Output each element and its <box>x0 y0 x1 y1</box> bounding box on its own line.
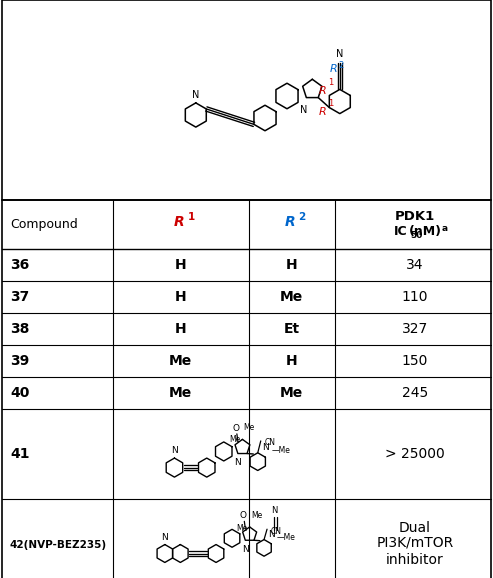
Text: R: R <box>318 87 326 97</box>
Text: 38: 38 <box>10 322 30 336</box>
Text: Me: Me <box>280 290 303 304</box>
Text: 1: 1 <box>188 212 195 221</box>
Text: H: H <box>175 290 186 304</box>
Text: N: N <box>171 446 178 455</box>
Text: 34: 34 <box>406 258 423 272</box>
Text: R: R <box>330 64 338 74</box>
Text: > 25000: > 25000 <box>385 447 445 461</box>
Text: 36: 36 <box>10 258 29 272</box>
Text: 245: 245 <box>402 386 428 400</box>
Text: Dual: Dual <box>399 521 431 535</box>
Text: 150: 150 <box>402 354 428 368</box>
Text: 39: 39 <box>10 354 29 368</box>
Text: H: H <box>286 258 297 272</box>
Text: N: N <box>336 49 344 59</box>
Text: N: N <box>234 458 241 467</box>
Text: PI3K/mTOR: PI3K/mTOR <box>376 535 454 550</box>
Text: N: N <box>300 105 308 116</box>
Text: Et: Et <box>283 322 300 336</box>
Text: 50: 50 <box>410 231 423 240</box>
Text: N: N <box>262 443 269 452</box>
Text: O: O <box>240 512 247 520</box>
Text: R: R <box>318 106 326 117</box>
Text: R: R <box>284 214 295 228</box>
Text: —Me: —Me <box>272 446 291 455</box>
Text: 110: 110 <box>402 290 428 304</box>
Text: Me: Me <box>169 354 192 368</box>
Text: Me: Me <box>251 511 263 520</box>
Text: 1: 1 <box>328 99 334 108</box>
Text: N: N <box>242 545 248 554</box>
Text: (nM): (nM) <box>408 225 441 238</box>
Text: N: N <box>192 90 200 100</box>
Text: CN: CN <box>271 527 282 536</box>
Text: Me: Me <box>243 423 254 432</box>
Text: R: R <box>174 214 184 228</box>
Text: Me: Me <box>169 386 192 400</box>
Text: a: a <box>442 224 448 233</box>
Text: 37: 37 <box>10 290 29 304</box>
Text: Me: Me <box>230 435 241 444</box>
Text: 327: 327 <box>402 322 428 336</box>
Text: 1: 1 <box>328 79 334 87</box>
Text: PDK1: PDK1 <box>395 210 435 223</box>
Text: N: N <box>268 530 275 539</box>
Text: CN: CN <box>265 438 276 447</box>
Text: O: O <box>232 424 240 433</box>
Text: H: H <box>175 322 186 336</box>
Text: inhibitor: inhibitor <box>386 553 444 566</box>
Text: 2: 2 <box>338 61 343 71</box>
Text: H: H <box>286 354 297 368</box>
Text: Me: Me <box>236 524 247 533</box>
Text: Me: Me <box>280 386 303 400</box>
Text: 40: 40 <box>10 386 30 400</box>
Text: 42(NVP-BEZ235): 42(NVP-BEZ235) <box>10 540 107 550</box>
Text: —Me: —Me <box>277 533 295 542</box>
Text: IC: IC <box>394 225 408 238</box>
Text: N: N <box>271 506 278 515</box>
Text: 2: 2 <box>298 212 305 221</box>
Text: 41: 41 <box>10 447 30 461</box>
Text: N: N <box>162 532 168 542</box>
Text: Compound: Compound <box>10 218 78 231</box>
Text: H: H <box>175 258 186 272</box>
